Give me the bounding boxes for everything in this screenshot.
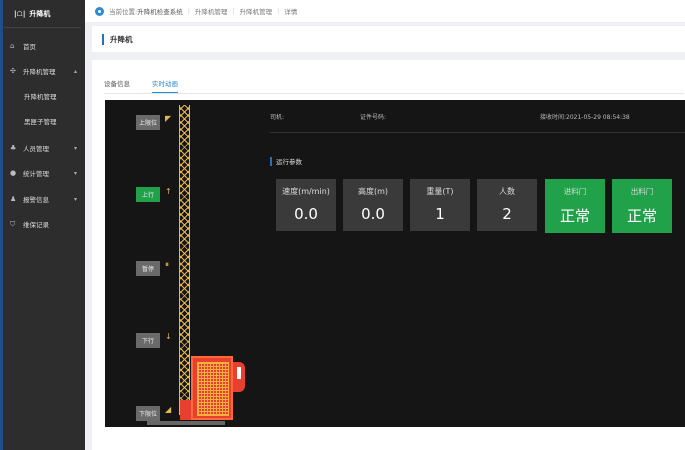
cabin-grid [197,362,229,416]
sidebar-edge [0,0,3,450]
breadcrumb-item: 详情 [284,8,298,16]
sidebar-item-blackbox[interactable]: 黑匣子管理 [24,118,57,126]
breadcrumb-item[interactable]: 升降机管理 [194,8,228,16]
sidebar: |☖| 升降机 ⌂ 首页 ✣ 升降机管理 ▴ 升降机管理 黑匣子管理 ♣ 人员管理 ▾ ● 统… [0,0,85,450]
stop-button[interactable]: 暂停 [136,261,160,276]
sidebar-item-home[interactable]: ⌂ 首页 [10,42,36,51]
lower-limit-button[interactable]: 下限位 [136,406,160,421]
home-icon: ⌂ [10,42,15,50]
driver-label: 司机: [270,114,285,121]
tab-realtime-animation[interactable]: 实时动画 [152,78,178,93]
user-icon: ● [10,169,17,177]
elevator-icon: ✣ [10,67,16,75]
elevator-base [147,421,225,425]
sidebar-item-stats[interactable]: ● 统计管理 ▾ [10,169,77,178]
elevator-cabin [191,356,233,420]
upper-limit-button[interactable]: 上限位 [136,115,160,130]
arrow-down-icon: ↓ [165,332,172,341]
upper-limit-flag-icon: ◤ [165,114,172,123]
chevron-down-icon: ▾ [73,169,77,177]
weight-card: 重量(T) 1 [410,179,470,231]
page-title: 升降机 [92,26,685,52]
app-logo: |☖| 升降机 [4,0,81,28]
section-title: 运行参数 [270,156,302,166]
animation-panel: 上限位 ◤ 上行 ↑ 暂停 ⏸ 下行 ↓ 下限位 ◢ 司机: 证件号码: 接收时… [105,100,685,427]
pause-icon: ⏸ [165,260,169,269]
lower-limit-flag-icon: ◢ [165,405,172,414]
content: 设备信息 实时动画 上限位 ◤ 上行 ↑ 暂停 ⏸ 下行 ↓ 下限位 ◢ 司机:… [92,60,685,450]
sidebar-item-personnel[interactable]: ♣ 人员管理 ▾ [10,144,77,153]
sidebar-item-alarm[interactable]: ♟ 报警信息 ▾ [10,195,77,204]
height-card: 高度(m) 0.0 [343,179,403,231]
people-card: 人数 2 [477,179,537,231]
tab-bar: 设备信息 实时动画 [104,78,684,94]
sidebar-item-elevator-list[interactable]: 升降机管理 [24,93,57,101]
divider [270,132,685,133]
chevron-down-icon: ▾ [73,195,77,203]
sidebar-item-maintenance[interactable]: ⛉ 维保记录 [10,219,49,230]
users-icon: ♣ [10,144,17,152]
breadcrumb-item[interactable]: 升降机检查系统 [137,8,183,16]
exit-door-card: 出料门 正常 [612,179,672,233]
cert-label: 证件号码: [360,114,387,121]
sidebar-item-elevator-mgmt[interactable]: ✣ 升降机管理 ▴ [10,67,77,76]
breadcrumb: 当前位置: 升降机检查系统 | 升降机管理 | 升降机管理 | 详情 [85,0,685,22]
alarm-icon: ♟ [10,195,17,203]
entry-door-card: 进料门 正常 [545,179,605,233]
chevron-down-icon: ▾ [73,144,77,152]
chevron-up-icon: ▴ [73,67,77,75]
receive-time: 接收时间:2021-05-29 08:54:38 [540,114,630,121]
arrow-up-icon: ↑ [165,187,172,196]
elevator-mast [179,105,190,415]
tab-device-info[interactable]: 设备信息 [104,80,130,88]
cabin-door [233,362,245,392]
elevator-base-post [180,400,191,420]
shield-icon: ⛉ [10,219,16,228]
up-button[interactable]: 上行 [136,187,160,202]
breadcrumb-item[interactable]: 升降机管理 [239,8,273,16]
location-icon [95,6,104,16]
logo-icon: |☖| [14,9,26,18]
speed-card: 速度(m/min) 0.0 [276,179,336,231]
down-button[interactable]: 下行 [136,333,160,348]
